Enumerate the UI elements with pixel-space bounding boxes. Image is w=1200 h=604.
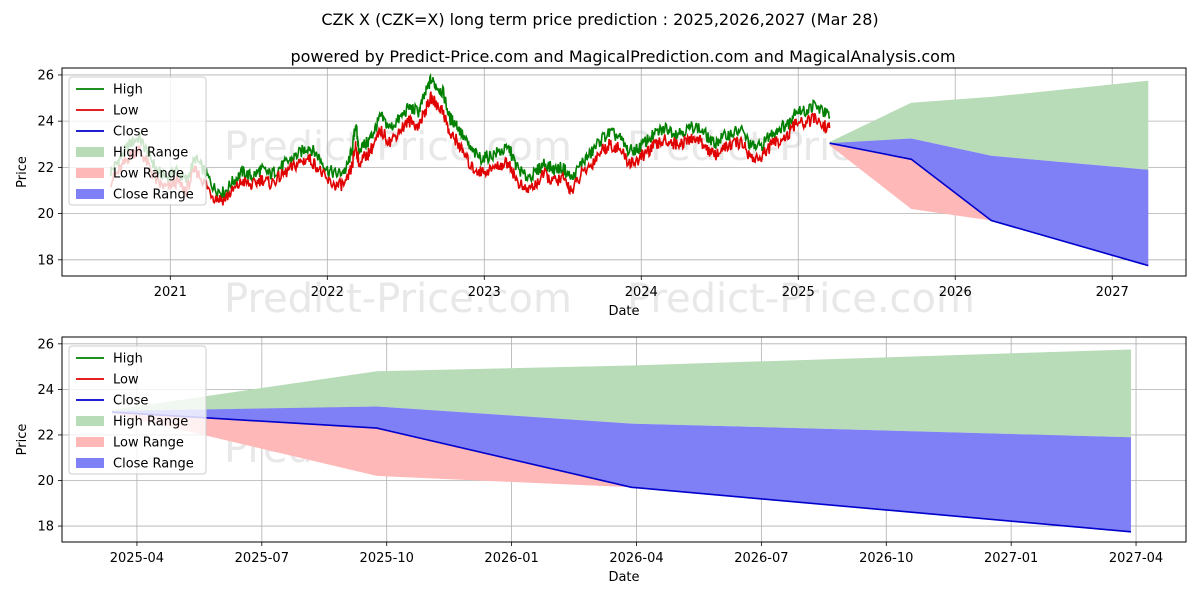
legend-label: Low Range [113, 167, 184, 182]
legend: High Low Close High Range Low Range Close Ran… [68, 345, 207, 475]
low-price-line [109, 91, 831, 206]
y-tick-label: 18 [37, 520, 54, 535]
x-tick-label: 2026-04 [609, 551, 663, 566]
chart-subtitle: powered by Predict-Price.com and Magical… [290, 47, 955, 66]
x-tick-label: 2025-07 [235, 551, 289, 566]
y-axis-label: Price [15, 156, 30, 188]
watermark-text: Predict-Price.com [224, 276, 572, 322]
y-tick-label: 22 [37, 161, 54, 176]
legend: High Low Close High Range Low Range Close Ran… [68, 76, 207, 206]
y-tick-label: 18 [37, 253, 54, 268]
legend-swatch-patch [76, 416, 104, 426]
y-tick-label: 24 [37, 115, 54, 130]
legend-label: High [113, 352, 143, 367]
x-tick-label: 2026-07 [734, 551, 788, 566]
legend-swatch-patch [76, 147, 104, 157]
x-tick-label: 2026-10 [859, 551, 913, 566]
x-axis-label: Date [608, 570, 639, 585]
legend-swatch-patch [76, 437, 104, 447]
plot-area [111, 349, 1132, 533]
legend-label: High Range [113, 415, 188, 430]
legend-label: Low Range [113, 436, 184, 451]
x-tick-label: 2024 [625, 285, 658, 300]
low-range-band [112, 412, 1131, 532]
legend-label: Close [113, 125, 148, 140]
x-tick-label: 2027-04 [1109, 551, 1163, 566]
y-tick-label: 20 [37, 474, 54, 489]
legend-label: Close Range [113, 457, 194, 472]
legend-swatch-patch [76, 168, 104, 178]
y-tick-label: 20 [37, 207, 54, 222]
legend-swatch-patch [76, 458, 104, 468]
x-tick-label: 2022 [311, 285, 344, 300]
y-tick-label: 26 [37, 68, 54, 83]
x-tick-label: 2026 [939, 285, 972, 300]
legend-label: High Range [113, 146, 188, 161]
legend-label: Close [113, 394, 148, 409]
axes-frame [61, 336, 1187, 543]
close-range-band [112, 406, 1131, 532]
x-tick-label: 2026-01 [484, 551, 538, 566]
axes-frame [61, 67, 1187, 277]
legend-label: Low [113, 104, 139, 119]
legend-label: Low [113, 373, 139, 388]
x-tick-label: 2025-10 [360, 551, 414, 566]
x-tick-label: 2027-01 [984, 551, 1038, 566]
x-tick-label: 2023 [468, 285, 501, 300]
legend-swatch-patch [76, 189, 104, 199]
chart-title: CZK X (CZK=X) long term price prediction… [321, 10, 878, 29]
x-tick-label: 2025-04 [110, 551, 164, 566]
y-tick-label: 24 [37, 383, 54, 398]
legend-label: Close Range [113, 188, 194, 203]
x-tick-label: 2025 [782, 285, 815, 300]
panel-bottom: Predict-Price.comPredict-Price.com2025-0… [15, 336, 1187, 585]
high-range-band [112, 349, 1131, 438]
close-range-band [829, 138, 1149, 266]
x-tick-label: 2027 [1096, 285, 1129, 300]
plot-area [109, 72, 1149, 267]
legend-label: High [113, 83, 143, 98]
y-tick-label: 22 [37, 428, 54, 443]
x-tick-label: 2021 [154, 285, 187, 300]
watermark-text: Predict-Price.com [627, 276, 975, 322]
y-tick-label: 26 [37, 337, 54, 352]
y-axis-label: Price [15, 424, 30, 456]
close-forecast-line [111, 411, 1132, 533]
low-range-band [829, 144, 1149, 266]
panel-top: Predict-Price.com Predict-Price.comPredic… [15, 67, 1187, 322]
close-forecast-line [829, 142, 1149, 267]
high-range-band [829, 80, 1149, 170]
x-axis-label: Date [608, 304, 639, 319]
